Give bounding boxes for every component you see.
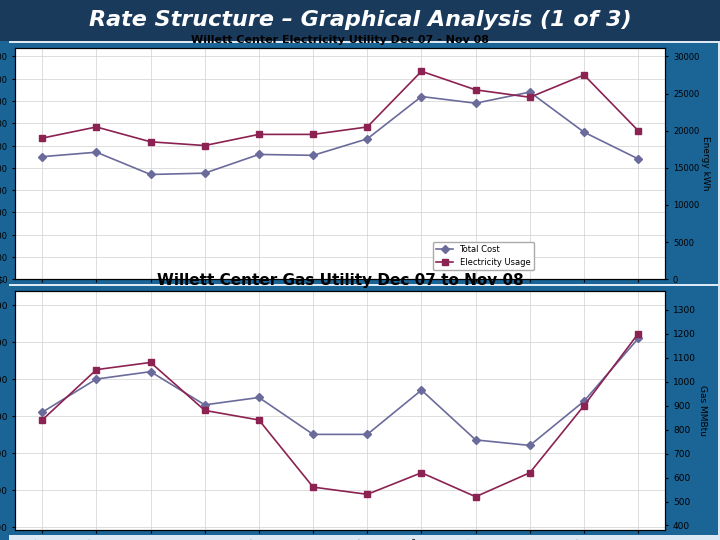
Gas Usage	[38, 417, 47, 423]
Electricity Usage	[363, 124, 372, 130]
Total Cost	[417, 93, 426, 100]
Gas Usage	[309, 484, 318, 490]
Electricity Usage	[200, 143, 209, 149]
Gas Usage	[255, 417, 264, 423]
Electricity Usage	[38, 135, 47, 141]
Electricity Usage	[472, 86, 480, 93]
Electricity Usage	[580, 72, 588, 78]
Total Cost	[200, 170, 209, 177]
Line: Electricity Usage: Electricity Usage	[40, 69, 641, 148]
Legend: Total Cost, Electricity Usage: Total Cost, Electricity Usage	[433, 241, 534, 271]
Electricity Usage	[634, 127, 642, 134]
Electricity Usage	[526, 94, 534, 100]
Electricity Usage	[255, 131, 264, 138]
Text: Rate Structure – Graphical Analysis (1 of 3): Rate Structure – Graphical Analysis (1 o…	[89, 10, 631, 30]
Total Cost	[92, 376, 101, 382]
Electricity Usage	[309, 131, 318, 138]
Line: Total Cost: Total Cost	[40, 336, 641, 448]
Total Cost	[634, 156, 642, 162]
Total Cost	[255, 394, 264, 401]
Y-axis label: Gas MMBtu: Gas MMBtu	[698, 385, 707, 436]
Total Cost	[309, 431, 318, 437]
Gas Usage	[580, 402, 588, 409]
Total Cost	[472, 100, 480, 106]
Line: Total Cost: Total Cost	[40, 89, 641, 177]
Total Cost	[363, 431, 372, 437]
Gas Usage	[417, 469, 426, 476]
Gas Usage	[472, 494, 480, 500]
Total Cost	[580, 129, 588, 136]
Gas Usage	[363, 491, 372, 497]
Gas Usage	[92, 367, 101, 373]
Total Cost	[580, 398, 588, 404]
Total Cost	[200, 402, 209, 408]
Total Cost	[363, 136, 372, 142]
Total Cost	[526, 89, 534, 96]
Total Cost	[255, 151, 264, 158]
Title: Willett Center Electricity Utility Dec 07 - Nov 08: Willett Center Electricity Utility Dec 0…	[192, 35, 489, 45]
Gas Usage	[526, 469, 534, 476]
Total Cost	[417, 387, 426, 393]
Electricity Usage	[417, 68, 426, 75]
Total Cost	[472, 437, 480, 443]
Total Cost	[146, 368, 155, 375]
Total Cost	[634, 335, 642, 342]
Total Cost	[309, 152, 318, 159]
Gas Usage	[634, 330, 642, 337]
Total Cost	[38, 153, 47, 160]
Y-axis label: Energy kWh: Energy kWh	[701, 136, 711, 191]
Gas Usage	[200, 407, 209, 414]
Total Cost	[92, 149, 101, 156]
Electricity Usage	[92, 124, 101, 130]
Total Cost	[38, 409, 47, 415]
Total Cost	[526, 442, 534, 449]
Line: Gas Usage: Gas Usage	[40, 331, 641, 500]
Gas Usage	[146, 359, 155, 366]
Total Cost	[146, 171, 155, 178]
Electricity Usage	[146, 139, 155, 145]
Title: Willett Center Gas Utility Dec 07 to Nov 08: Willett Center Gas Utility Dec 07 to Nov…	[157, 273, 523, 288]
